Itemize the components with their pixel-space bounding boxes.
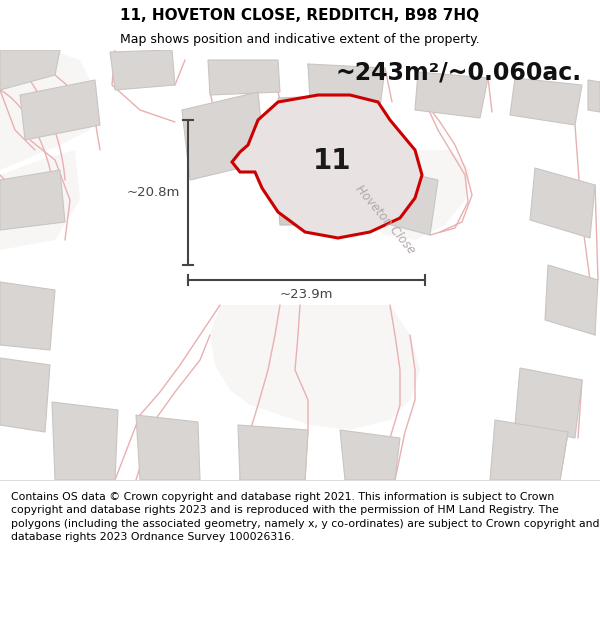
Text: Hoveton Close: Hoveton Close xyxy=(353,183,418,257)
Polygon shape xyxy=(210,305,420,430)
Polygon shape xyxy=(0,50,60,90)
Text: ~20.8m: ~20.8m xyxy=(127,186,180,199)
Text: ~23.9m: ~23.9m xyxy=(280,288,333,301)
Text: ~243m²/~0.060ac.: ~243m²/~0.060ac. xyxy=(335,60,581,84)
Polygon shape xyxy=(0,150,80,250)
Polygon shape xyxy=(238,425,308,480)
Polygon shape xyxy=(515,368,582,438)
Polygon shape xyxy=(490,420,568,480)
Polygon shape xyxy=(110,50,175,90)
Polygon shape xyxy=(530,168,595,238)
Polygon shape xyxy=(232,95,422,238)
Polygon shape xyxy=(588,80,600,112)
Polygon shape xyxy=(0,358,50,432)
Polygon shape xyxy=(276,170,335,225)
Polygon shape xyxy=(510,78,582,125)
Polygon shape xyxy=(136,415,200,480)
Polygon shape xyxy=(20,80,100,140)
Polygon shape xyxy=(350,150,470,240)
Polygon shape xyxy=(52,402,118,480)
Polygon shape xyxy=(340,430,400,480)
Polygon shape xyxy=(0,282,55,350)
Text: Contains OS data © Crown copyright and database right 2021. This information is : Contains OS data © Crown copyright and d… xyxy=(11,492,599,542)
Polygon shape xyxy=(308,64,385,108)
Polygon shape xyxy=(278,95,350,150)
Text: 11, HOVETON CLOSE, REDDITCH, B98 7HQ: 11, HOVETON CLOSE, REDDITCH, B98 7HQ xyxy=(121,9,479,24)
Polygon shape xyxy=(380,168,438,235)
Polygon shape xyxy=(415,72,488,118)
Polygon shape xyxy=(545,265,598,335)
Polygon shape xyxy=(182,92,265,180)
Text: 11: 11 xyxy=(313,147,352,175)
Polygon shape xyxy=(0,170,65,230)
Polygon shape xyxy=(0,50,95,170)
Text: Map shows position and indicative extent of the property.: Map shows position and indicative extent… xyxy=(120,32,480,46)
Polygon shape xyxy=(208,60,280,95)
